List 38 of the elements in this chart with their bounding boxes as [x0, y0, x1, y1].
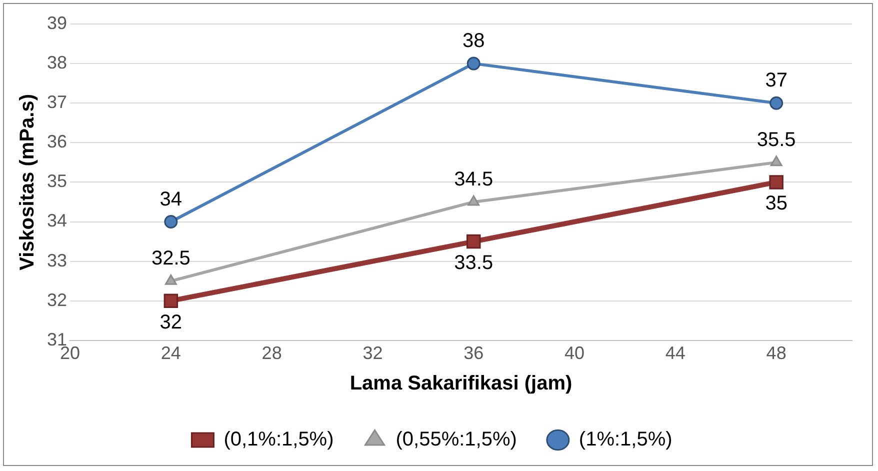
data-label: 34.5 — [454, 168, 494, 190]
y-axis-title: Viskositas (mPa.s) — [16, 94, 39, 270]
x-tick-label: 44 — [665, 343, 686, 364]
data-label: 33.5 — [454, 252, 494, 274]
y-tick-label: 36 — [46, 132, 68, 152]
x-tick-label: 36 — [464, 343, 484, 364]
point — [468, 195, 480, 206]
data-label: 37 — [765, 70, 788, 92]
point — [164, 274, 177, 285]
x-tick-label: 24 — [160, 343, 181, 364]
y-tick-label: 34 — [46, 210, 68, 231]
point — [466, 56, 480, 70]
x-axis-title: Lama Sakarifikasi (jam) — [350, 372, 572, 395]
legend-label: (1%:1,5%) — [578, 428, 672, 451]
data-label: 32.5 — [151, 248, 190, 270]
x-tick-label: 28 — [262, 343, 282, 364]
legend-label: (0,55%:1,5%) — [396, 428, 517, 451]
y-tick-label: 39 — [46, 12, 68, 33]
point — [770, 96, 784, 110]
y-tick-label: 37 — [46, 92, 68, 112]
point — [466, 234, 481, 249]
point — [164, 215, 178, 228]
point — [164, 294, 178, 308]
x-tick-label: 48 — [766, 343, 786, 364]
data-label: 35.5 — [756, 128, 796, 151]
x-tick-label: 40 — [564, 343, 585, 364]
x-tick-label: 32 — [362, 343, 383, 364]
data-label: 34 — [160, 188, 182, 210]
data-label: 32 — [160, 311, 182, 334]
point — [770, 156, 782, 166]
y-tick-label: 33 — [46, 250, 68, 270]
legend-label: (0,1%:1,5%) — [224, 428, 334, 451]
point — [769, 175, 784, 190]
y-tick-label: 35 — [46, 171, 68, 192]
y-tick-label: 38 — [46, 52, 68, 73]
y-tick-label: 32 — [46, 290, 68, 310]
data-label: 38 — [462, 30, 485, 52]
data-label: 35 — [765, 192, 788, 215]
